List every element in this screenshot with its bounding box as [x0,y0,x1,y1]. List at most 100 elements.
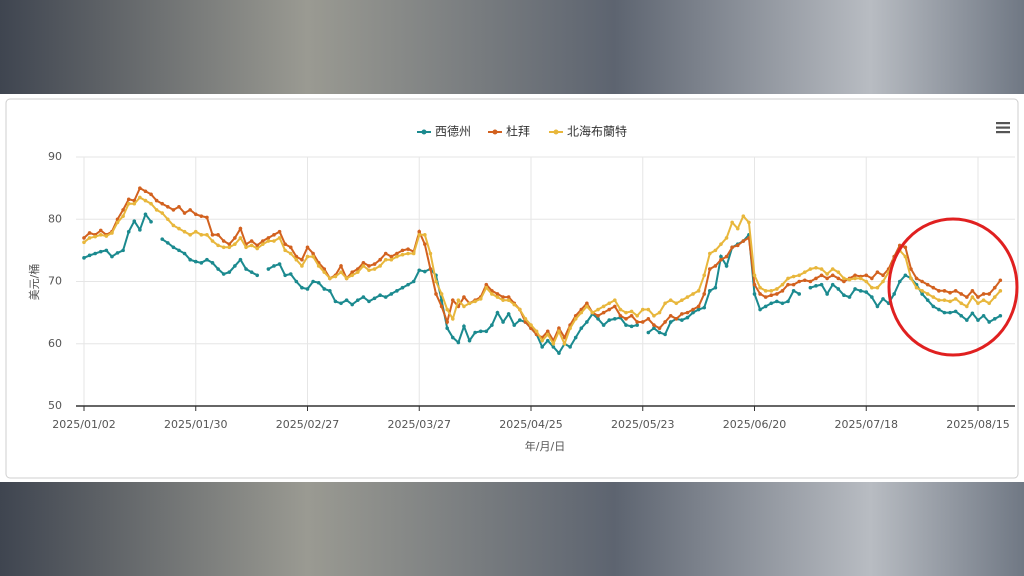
data-point [512,302,517,307]
data-point [205,257,209,262]
data-point [663,332,667,337]
data-point [741,214,746,218]
legend-item[interactable]: 杜拜 [488,124,530,139]
data-point [160,211,165,215]
data-point [864,290,869,294]
data-point [534,329,539,334]
data-point [953,289,958,293]
data-point [311,254,315,259]
data-point [501,320,505,324]
data-point [925,282,930,287]
data-point [188,233,192,237]
data-point [976,301,980,306]
data-point [350,273,355,278]
data-point [830,282,835,287]
plot: 50 60 70 80 90 2025/01/02 2025/01/30 2025/02/27… [48,150,1015,431]
data-point [445,307,449,312]
data-point [668,313,673,318]
data-point [920,292,924,296]
data-point [680,298,684,302]
data-point [797,279,801,284]
data-point [288,272,293,276]
data-point [171,208,176,212]
data-point [372,296,377,301]
data-point [847,277,852,282]
y-tick-label: 70 [48,275,62,288]
data-point [87,253,92,258]
data-point [875,285,880,290]
data-point [657,310,662,315]
data-point [836,287,841,291]
data-point [545,332,550,337]
data-point [808,285,813,290]
data-point [903,245,908,250]
data-point [149,219,153,224]
legend-label: 西德州 [435,124,471,139]
data-point [193,212,198,217]
data-point [484,329,489,334]
data-point [283,242,287,246]
data-point [495,292,500,296]
data-point [724,254,729,259]
data-point [579,310,584,315]
data-point [383,251,388,256]
data-point [132,219,137,223]
data-point [378,293,382,297]
data-point [708,267,712,271]
data-point [389,254,394,259]
data-point [992,317,997,321]
data-point [501,295,505,299]
data-point [825,292,829,296]
data-point [316,264,321,268]
data-point [361,264,366,268]
data-point [328,289,332,293]
data-point [875,270,880,274]
data-point [814,284,818,288]
data-point [814,276,818,281]
legend-item[interactable]: 西德州 [417,124,471,139]
data-point [668,320,673,324]
data-point [931,285,936,290]
data-point [635,313,639,318]
data-point [378,264,382,268]
data-point [573,317,578,321]
data-point [417,268,422,273]
data-point [970,289,975,293]
data-point [121,208,125,212]
data-point [601,304,606,309]
legend-item[interactable]: 北海布蘭特 [549,124,627,139]
data-point [624,323,628,327]
data-point [769,301,774,306]
data-point [311,251,315,256]
data-point [272,233,276,237]
data-point [696,289,701,293]
data-point [635,323,639,327]
data-point [853,287,857,291]
data-point [730,220,734,225]
data-point [752,282,757,287]
data-point [484,285,489,290]
data-point [244,245,248,250]
data-point [596,317,600,321]
data-point [227,242,232,246]
data-point [696,304,701,309]
data-point [814,266,818,270]
data-point [640,320,645,324]
data-point [836,276,841,281]
data-point [987,301,991,306]
data-point [730,245,734,250]
data-point [193,259,198,264]
data-point [870,285,874,290]
data-point [456,340,461,345]
data-point [914,276,919,281]
data-point [300,257,304,262]
menu-icon[interactable] [996,122,1010,134]
data-point [411,279,416,284]
data-point [719,254,723,259]
data-point [551,341,556,346]
data-point [171,223,176,228]
data-point [568,345,572,349]
data-point [249,243,254,248]
data-point [864,279,869,284]
data-point [724,264,729,268]
